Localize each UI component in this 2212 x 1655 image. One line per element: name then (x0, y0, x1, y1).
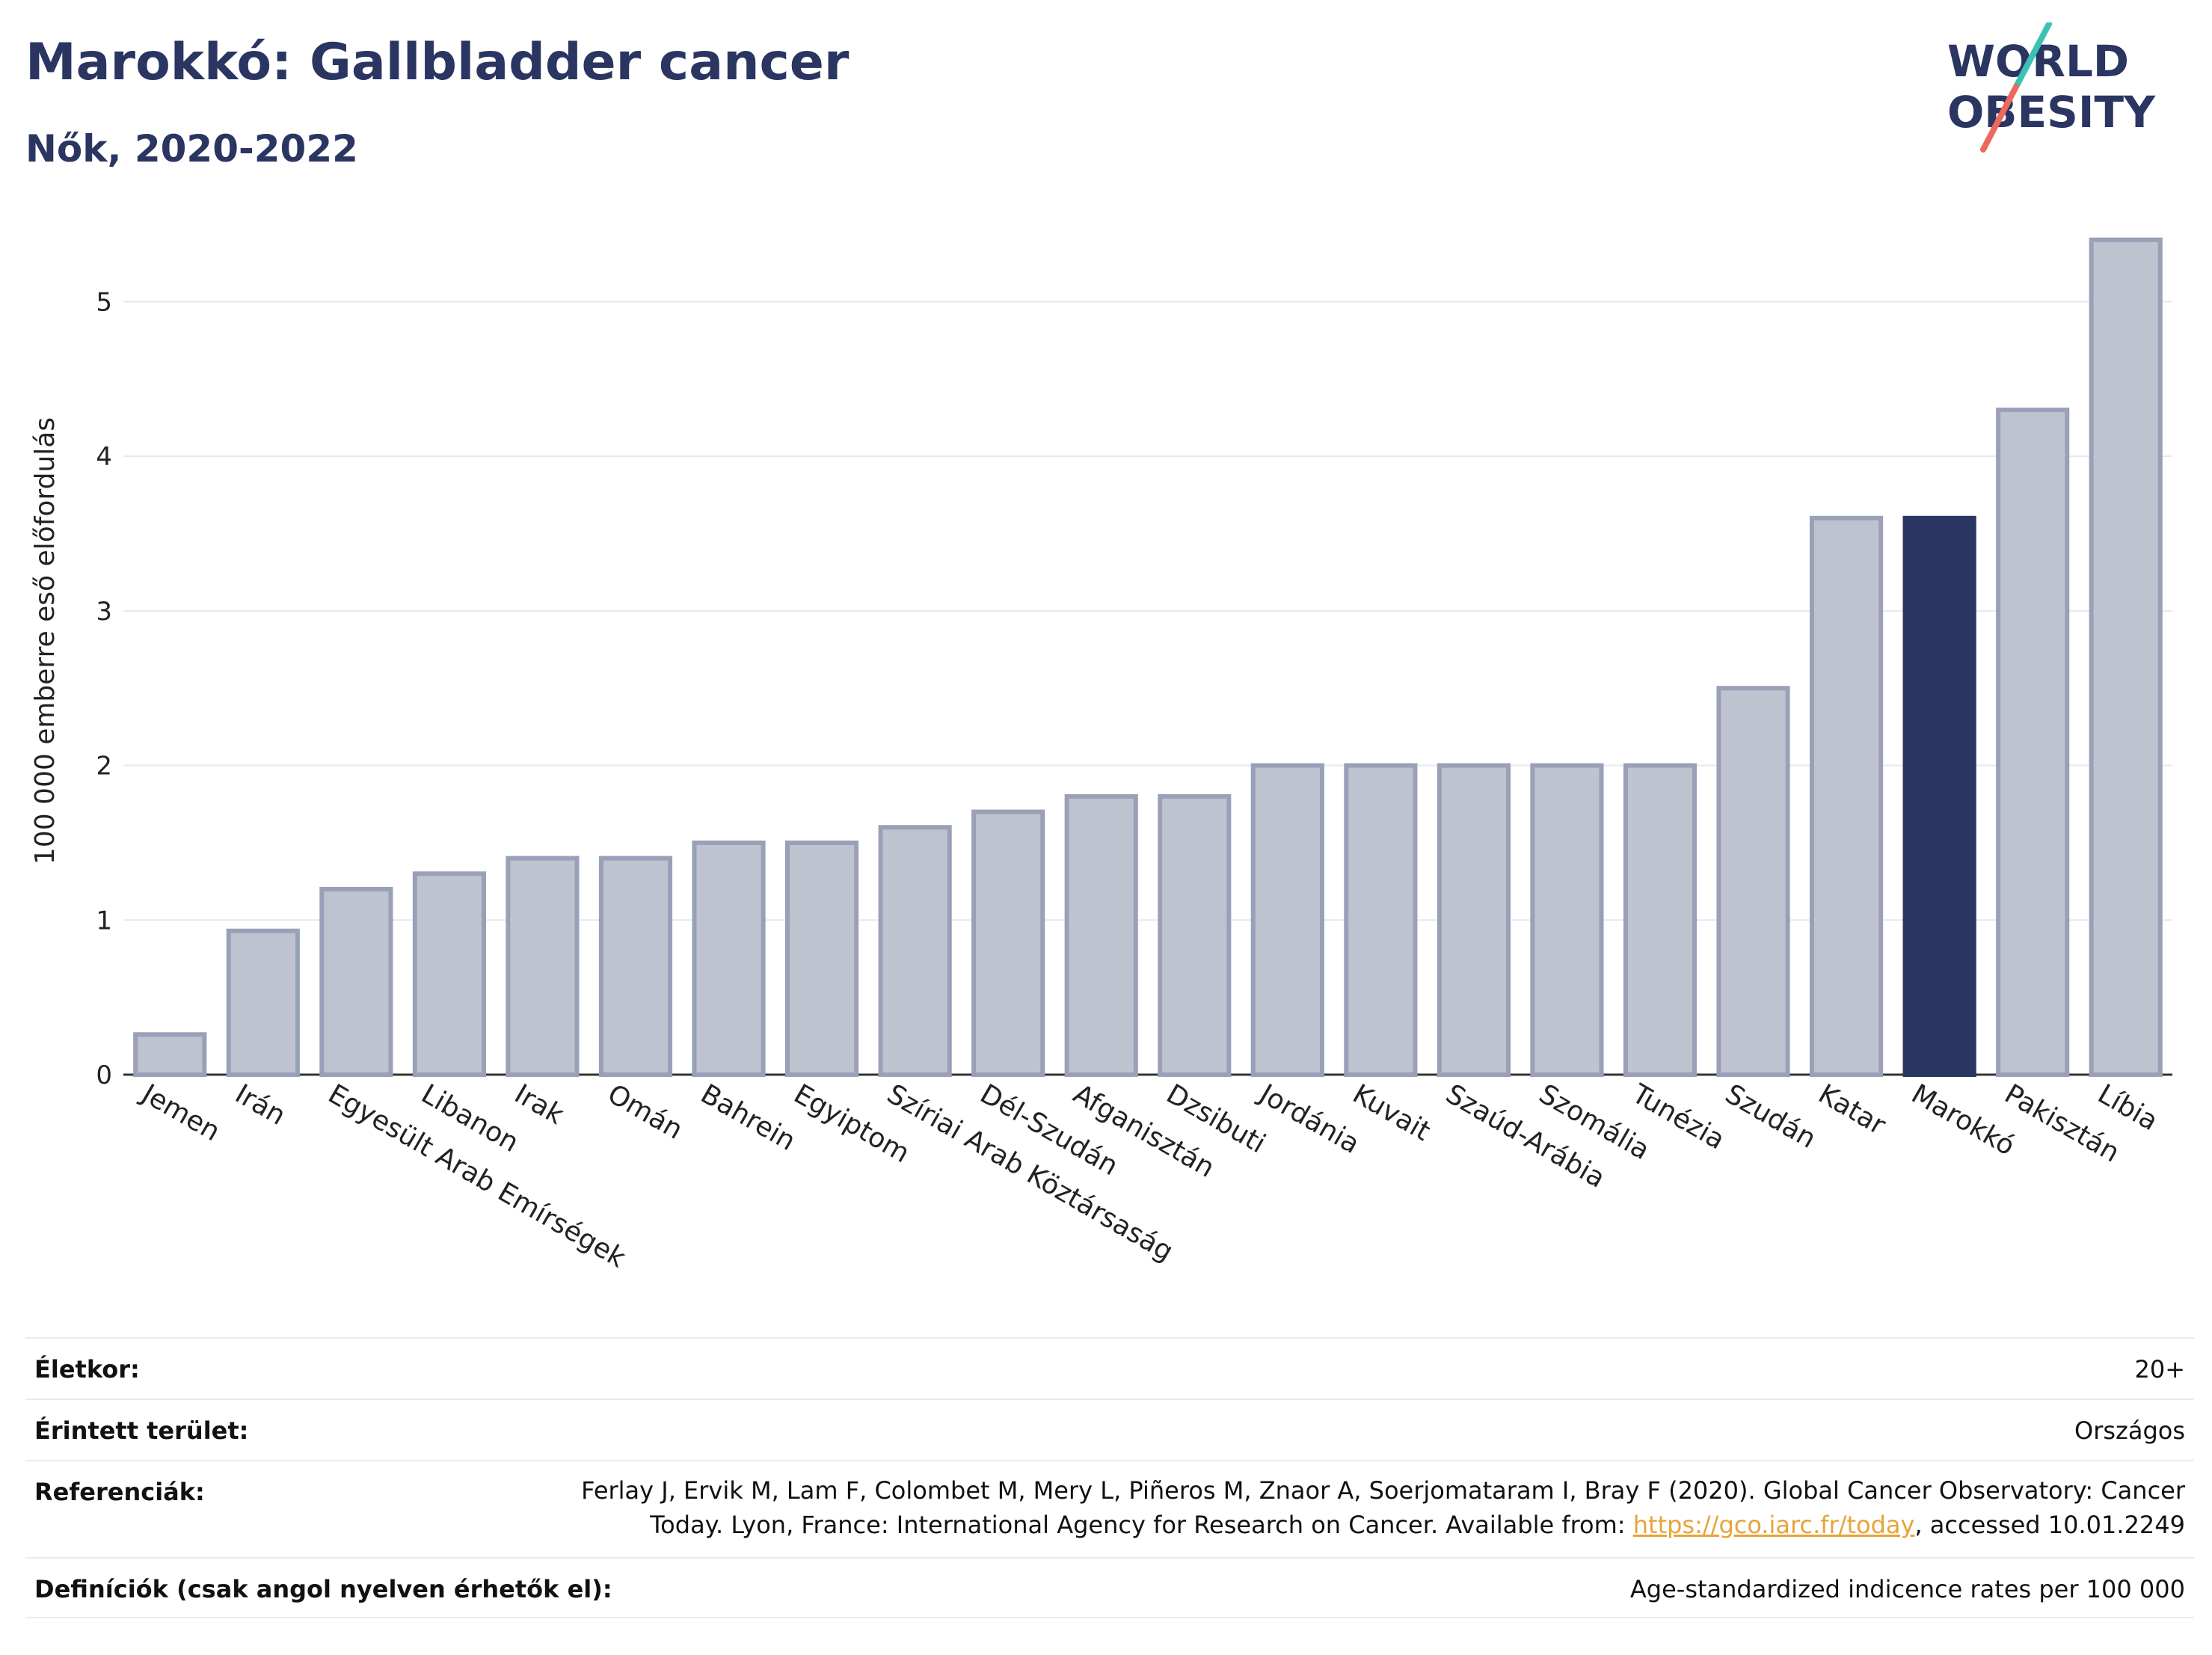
x-tick-label: Marokkó (1906, 1078, 2020, 1161)
bar-17 (1716, 686, 1790, 1077)
bar-6 (692, 840, 766, 1077)
y-tick-label: 4 (96, 442, 112, 472)
x-tick-label: Irak (509, 1078, 569, 1131)
x-tick-label: Szudán (1720, 1078, 1821, 1155)
info-label-age: Életkor: (34, 1355, 140, 1384)
info-label-area: Érintett terület: (34, 1416, 249, 1445)
x-tick-label: Jemen (135, 1078, 225, 1147)
info-row-age: Életkor: 20+ (25, 1337, 2194, 1398)
y-tick-label: 0 (96, 1060, 112, 1090)
bars (133, 237, 2163, 1078)
bar-13 (1344, 763, 1418, 1078)
info-value-area: Országos (2074, 1416, 2185, 1445)
x-axis-ticks: Jemen Irán Egyesült Arab EmírségekLibanonI… (135, 1078, 2163, 1274)
reference-line-1: Ferlay J, Ervik M, Lam F, Colombet M, Me… (581, 1476, 2185, 1505)
info-table: Életkor: 20+ Érintett terület: Országos … (25, 1337, 2194, 1618)
page-subtitle: Nők, 2020-2022 (25, 127, 358, 171)
x-tick-label: Líbia (2092, 1078, 2163, 1137)
y-tick-label: 1 (96, 906, 112, 936)
bar-2 (319, 886, 393, 1077)
bar-chart: 0 1 2 3 4 5 Jemen Irán Egyesült Arab EmírségekL… (30, 237, 2172, 1274)
y-tick-label: 2 (96, 752, 112, 782)
bar-12 (1250, 763, 1324, 1078)
world-obesity-logo: WORLD OBESITY (1947, 22, 2156, 153)
y-axis-label: 100 000 emberre eső előfordulás (30, 417, 61, 865)
x-tick-label: Jordánia (1253, 1078, 1365, 1160)
y-axis-ticks: 0 1 2 3 4 5 (96, 287, 112, 1090)
bar-16 (1623, 763, 1698, 1078)
reference-line-2: Today. Lyon, France: International Agenc… (581, 1508, 2185, 1542)
info-label-references: Referenciák: (34, 1478, 205, 1506)
x-tick-label: Omán (603, 1078, 688, 1146)
info-row-references: Referenciák: Ferlay J, Ervik M, Lam F, C… (25, 1460, 2194, 1557)
info-row-area: Érintett terület: Országos (25, 1398, 2194, 1460)
bar-11 (1158, 793, 1232, 1077)
y-tick-label: 3 (96, 597, 112, 627)
bar-15 (1530, 763, 1604, 1078)
info-value-references: Ferlay J, Ervik M, Lam F, Colombet M, Me… (581, 1473, 2185, 1542)
bar-19 (1902, 515, 1976, 1077)
bar-9 (971, 809, 1045, 1077)
bar-20 (1996, 408, 2070, 1077)
x-tick-label: Irán (230, 1078, 290, 1132)
bar-18 (1810, 515, 1884, 1077)
x-tick-label: Bahrein (695, 1078, 800, 1157)
bar-5 (598, 856, 673, 1077)
reference-accessed: , accessed 10.01.2249 (1914, 1511, 2185, 1539)
logo-line2: OBESITY (1947, 87, 2156, 138)
bar-14 (1437, 763, 1511, 1078)
page-title: Marokkó: Gallbladder cancer (25, 33, 850, 92)
info-row-definitions: Definíciók (csak angol nyelven érhetők e… (25, 1557, 2194, 1618)
bar-10 (1064, 793, 1138, 1077)
reference-link[interactable]: https://gco.iarc.fr/today (1632, 1511, 1915, 1539)
info-value-definitions: Age-standardized indicence rates per 100… (1629, 1575, 2185, 1603)
x-tick-label: Szaúd-Arábia (1440, 1078, 1610, 1194)
reference-text: Today. Lyon, France: International Agenc… (650, 1511, 1633, 1539)
info-label-definitions: Definíciók (csak angol nyelven érhetők e… (34, 1575, 612, 1603)
y-tick-label: 5 (96, 287, 112, 317)
bar-4 (506, 856, 580, 1077)
bar-21 (2089, 237, 2163, 1077)
bar-7 (785, 840, 859, 1077)
bar-0 (133, 1032, 207, 1077)
x-tick-label: Katar (1813, 1078, 1891, 1141)
bar-3 (412, 871, 486, 1077)
bar-8 (878, 825, 952, 1077)
info-value-age: 20+ (2134, 1355, 2185, 1384)
bar-1 (226, 928, 300, 1078)
